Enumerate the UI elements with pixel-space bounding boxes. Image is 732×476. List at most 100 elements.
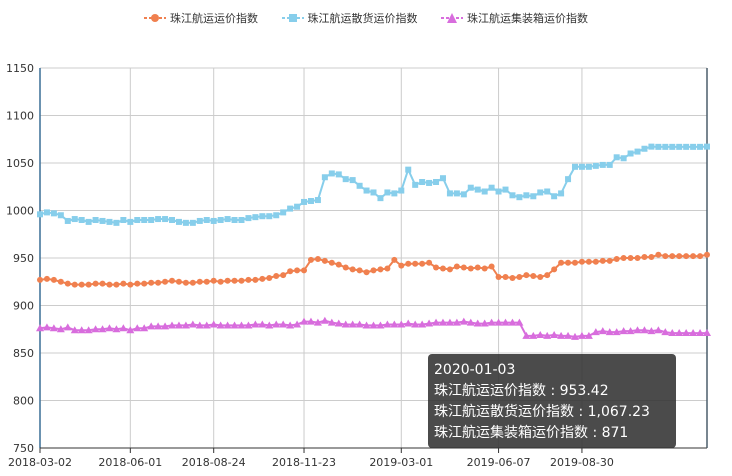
tooltip-line-container: 珠江航运集装箱运价指数 : 871 — [434, 425, 629, 441]
data-point — [648, 254, 655, 261]
data-point — [690, 143, 697, 150]
data-point — [676, 143, 683, 150]
data-point — [641, 145, 648, 152]
data-point — [245, 215, 252, 222]
data-point — [432, 318, 441, 326]
data-point — [217, 217, 224, 223]
data-point — [683, 143, 690, 150]
data-point — [585, 163, 592, 170]
data-point — [474, 186, 481, 193]
data-point — [704, 251, 710, 258]
data-point — [321, 174, 328, 181]
data-point — [203, 217, 210, 223]
legend-item-freight[interactable]: 珠江航运运价指数 — [144, 10, 258, 26]
data-point — [57, 278, 64, 285]
data-point — [341, 320, 350, 328]
data-point — [148, 217, 155, 223]
data-point — [57, 212, 64, 219]
data-point — [592, 258, 599, 265]
data-point — [71, 216, 78, 223]
data-point — [85, 218, 92, 225]
data-point — [119, 324, 128, 332]
data-point — [634, 148, 641, 155]
data-point — [626, 327, 635, 335]
data-point — [445, 318, 454, 326]
data-point — [174, 321, 183, 329]
data-point — [682, 329, 691, 337]
y-tick-label: 850 — [13, 347, 34, 360]
data-point — [509, 192, 516, 199]
data-point — [481, 265, 488, 272]
data-point — [661, 328, 670, 336]
data-point — [620, 255, 627, 261]
data-point — [161, 322, 170, 330]
data-point — [704, 143, 710, 150]
data-point — [113, 219, 120, 226]
legend-item-container[interactable]: 珠江航运集装箱运价指数 — [441, 10, 588, 26]
data-point — [412, 181, 419, 188]
data-point — [536, 330, 545, 338]
data-point — [91, 325, 100, 333]
data-point — [452, 318, 461, 326]
data-point — [127, 218, 134, 225]
data-point — [320, 316, 329, 324]
data-point — [252, 214, 259, 221]
data-point — [606, 161, 613, 168]
data-point — [584, 331, 593, 339]
data-point — [397, 320, 406, 328]
data-point — [294, 203, 301, 210]
y-tick-label: 1150 — [6, 62, 34, 75]
data-point — [377, 266, 384, 273]
data-point — [578, 258, 585, 265]
data-point — [286, 321, 295, 329]
data-point — [662, 143, 669, 150]
legend-square-marker-icon — [281, 14, 304, 22]
data-point — [259, 213, 266, 220]
data-point — [570, 332, 579, 340]
data-point — [398, 187, 405, 194]
data-point — [196, 217, 203, 224]
data-point — [148, 279, 155, 286]
data-point — [77, 326, 86, 334]
data-point — [223, 321, 232, 329]
data-point — [189, 279, 196, 286]
data-point — [252, 276, 259, 283]
data-point — [85, 281, 92, 288]
data-point — [182, 279, 189, 286]
data-point — [370, 189, 377, 196]
data-point — [231, 277, 238, 284]
data-point — [501, 318, 510, 326]
data-point — [453, 190, 460, 197]
data-point — [655, 251, 662, 258]
data-point — [280, 272, 287, 279]
y-tick-label: 750 — [13, 442, 34, 455]
data-point — [384, 265, 391, 272]
data-point — [460, 264, 467, 271]
data-point — [169, 217, 176, 223]
data-point — [384, 189, 391, 196]
data-point — [599, 161, 606, 168]
data-point — [362, 321, 371, 329]
data-point — [251, 320, 260, 328]
legend-item-bulk[interactable]: 珠江航运散货运价指数 — [281, 10, 418, 26]
data-point — [433, 264, 440, 271]
data-point — [419, 260, 426, 267]
data-point — [675, 329, 684, 337]
data-point — [578, 163, 585, 170]
data-point — [196, 278, 203, 285]
data-point — [335, 261, 342, 268]
data-point — [459, 317, 468, 325]
data-point — [168, 321, 177, 329]
data-point — [265, 321, 274, 329]
data-point — [147, 322, 156, 330]
data-point — [195, 321, 204, 329]
data-point — [155, 279, 162, 286]
data-point — [231, 217, 238, 223]
data-point — [224, 277, 231, 284]
data-point — [56, 325, 65, 333]
data-point — [690, 253, 697, 260]
data-point — [537, 274, 544, 280]
data-point — [230, 321, 239, 329]
data-point — [349, 266, 356, 273]
data-point — [591, 328, 600, 336]
